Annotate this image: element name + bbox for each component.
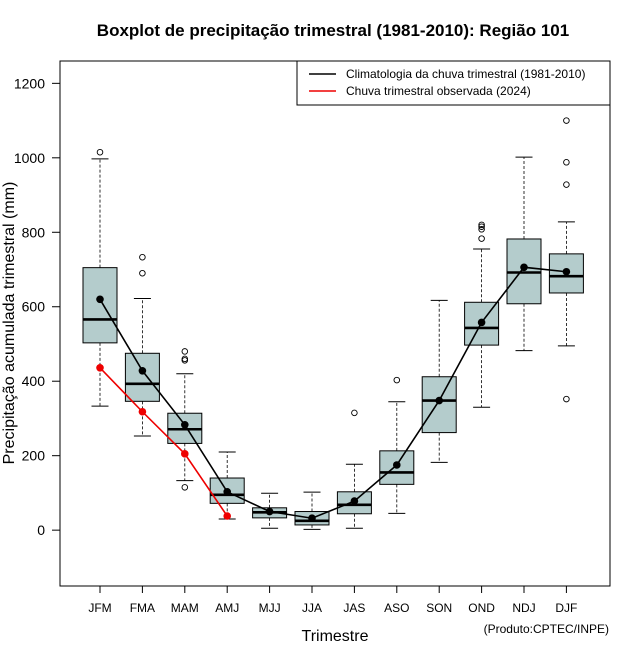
legend: Climatologia da chuva trimestral (1981-2… (296, 60, 611, 106)
series-point-observed-2024 (96, 364, 104, 372)
y-tick-label: 200 (22, 448, 46, 464)
outlier-point (96, 148, 104, 156)
series-point-climatology (562, 267, 571, 276)
series-climatology (96, 263, 571, 523)
box-ndj (506, 156, 542, 352)
x-tick-label-fma: FMA (130, 601, 155, 615)
legend-label-climatology: Climatologia da chuva trimestral (1981-2… (346, 67, 585, 81)
outlier-point (478, 223, 485, 230)
x-axis-title: Trimestre (302, 628, 369, 645)
outlier-point (478, 235, 485, 242)
series-point-observed-2024 (223, 512, 231, 520)
x-tick-label-ond: OND (468, 601, 495, 615)
outlier-point (563, 181, 570, 188)
y-tick-label: 1200 (14, 75, 45, 91)
series-point-climatology (520, 263, 528, 272)
legend-box (296, 60, 611, 106)
outlier-point (139, 253, 146, 261)
outlier-point (181, 355, 189, 363)
box-ond (464, 221, 500, 408)
interquartile-box (124, 352, 160, 402)
x-axis: JFM FMA MAM AMJ MJJ JJA JAS ASO SON OND NDJ DJF (88, 586, 577, 615)
series-point-climatology (393, 461, 401, 469)
series-line-observed-2024 (99, 367, 228, 517)
series-point-climatology (435, 396, 444, 405)
x-tick-label-son: SON (426, 601, 452, 615)
outlier-point (393, 376, 401, 384)
box-fma (124, 253, 160, 437)
series-point-climatology (350, 497, 359, 505)
outlier-point (139, 269, 146, 277)
interquartile-box (82, 267, 118, 344)
outlier-point (563, 159, 570, 166)
box-son (421, 299, 457, 463)
chart-title: Boxplot de precipitação trimestral (1981… (97, 21, 569, 40)
interquartile-box (421, 376, 457, 434)
box-jfm (82, 148, 118, 407)
series-point-climatology (308, 514, 316, 523)
series-point-observed-2024 (138, 407, 147, 416)
outlier-point (478, 226, 485, 233)
series-point-climatology (96, 295, 104, 304)
series-point-climatology (181, 420, 189, 429)
x-tick-label-amj: AMJ (215, 601, 239, 615)
box-jja (294, 491, 330, 530)
series-line-climatology (99, 266, 567, 520)
box-djf (548, 117, 584, 403)
outlier-point (563, 395, 570, 403)
series-point-climatology (223, 487, 231, 496)
y-tick-label: 600 (22, 299, 46, 315)
legend-label-observed-2024: Chuva trimestral observada (2024) (346, 84, 531, 98)
series-point-observed-2024 (181, 450, 189, 458)
plot-area-frame (59, 60, 611, 587)
x-tick-label-jfm: JFM (88, 601, 111, 615)
series-observed-2024 (96, 364, 231, 520)
series-point-climatology (265, 507, 274, 516)
box-aso (379, 376, 415, 514)
x-tick-label-jja: JJA (302, 601, 322, 615)
x-tick-label-ndj: NDJ (512, 601, 535, 615)
box-amj (209, 451, 245, 520)
y-tick-label: 400 (22, 373, 46, 389)
box-jas (336, 409, 372, 529)
x-tick-label-mam: MAM (171, 601, 199, 615)
series-point-climatology (477, 318, 486, 327)
x-tick-label-aso: ASO (384, 601, 409, 615)
credit-text: (Produto:CPTEC/INPE) (484, 622, 609, 636)
x-tick-label-mjj: MJJ (259, 601, 281, 615)
outlier-point (181, 348, 189, 355)
x-tick-label-djf: DJF (555, 601, 577, 615)
y-tick-label: 800 (22, 224, 46, 240)
boxplot-boxes (82, 117, 584, 530)
box-mam (167, 348, 203, 491)
outlier-point (478, 221, 485, 229)
series-lines (96, 263, 571, 523)
x-tick-label-jas: JAS (343, 601, 365, 615)
interquartile-box (379, 450, 415, 485)
y-axis-title: Precipitação acumulada trimestral (mm) (1, 182, 18, 465)
series-point-climatology (138, 366, 147, 375)
outlier-point (351, 409, 358, 417)
outlier-point (181, 484, 189, 491)
y-axis: 0 200 400 600 800 1000 1200 (14, 75, 61, 538)
y-tick-label: 1000 (14, 150, 45, 166)
y-tick-label: 0 (37, 522, 45, 538)
outlier-point (563, 117, 570, 124)
